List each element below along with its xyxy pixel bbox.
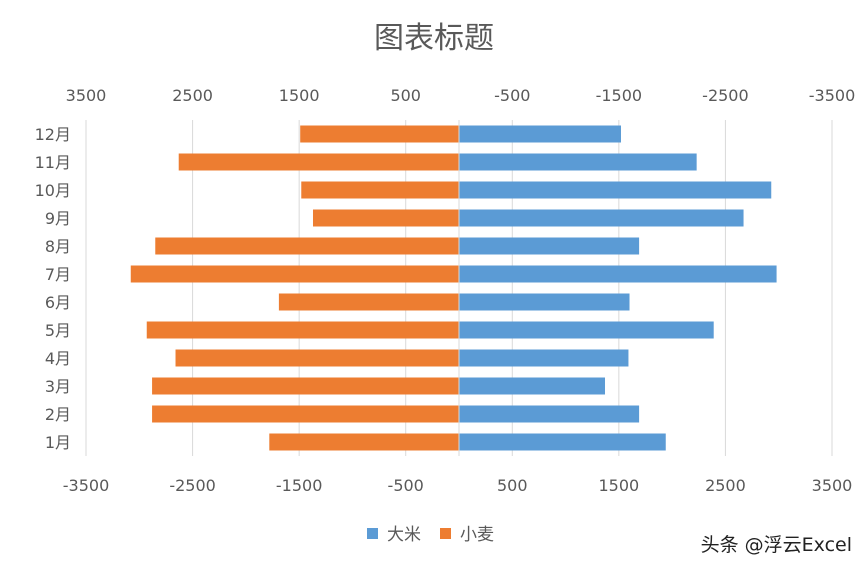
bar-wheat bbox=[146, 321, 459, 339]
bar-wheat bbox=[175, 349, 459, 367]
bar-wheat bbox=[312, 209, 459, 227]
bar-rice bbox=[459, 181, 772, 199]
bar-wheat bbox=[152, 405, 459, 423]
bar-wheat bbox=[301, 181, 459, 199]
category-label: 12月 bbox=[35, 125, 71, 144]
bar-wheat bbox=[278, 293, 459, 311]
category-label: 1月 bbox=[45, 433, 71, 452]
x-tick-label-top: 3500 bbox=[66, 86, 107, 105]
bar-rice bbox=[459, 349, 629, 367]
gridlines bbox=[85, 120, 833, 456]
bar-wheat bbox=[178, 153, 459, 171]
x-tick-label-bottom: -1500 bbox=[276, 476, 323, 495]
x-tick-label-top: -500 bbox=[494, 86, 530, 105]
bar-rice bbox=[459, 293, 630, 311]
bars bbox=[130, 125, 777, 451]
x-tick-label-bottom: 1500 bbox=[598, 476, 639, 495]
x-tick-label-bottom: 500 bbox=[497, 476, 528, 495]
axes: 1月 2月 3月 4月 5月 6月 7月 8月 9月 10月 11月 12月 -3500 -2500 -15… bbox=[35, 86, 856, 495]
x-tick-label-bottom: -500 bbox=[388, 476, 424, 495]
x-tick-label-bottom: 3500 bbox=[812, 476, 853, 495]
category-label: 4月 bbox=[45, 349, 71, 368]
category-label: 5月 bbox=[45, 321, 71, 340]
chart-title: 图表标题 bbox=[374, 21, 494, 56]
bar-wheat bbox=[130, 265, 459, 283]
x-tick-label-bottom: 2500 bbox=[705, 476, 746, 495]
bar-wheat bbox=[152, 377, 459, 395]
x-tick-label-bottom: -2500 bbox=[169, 476, 216, 495]
bar-rice bbox=[459, 321, 714, 339]
bar-rice bbox=[459, 405, 640, 423]
category-label: 11月 bbox=[35, 153, 71, 172]
bar-rice bbox=[459, 209, 744, 227]
category-label: 8月 bbox=[45, 237, 71, 256]
legend-rice-swatch bbox=[367, 528, 378, 539]
x-tick-label-top: 500 bbox=[390, 86, 421, 105]
category-label: 10月 bbox=[35, 181, 71, 200]
category-label: 3月 bbox=[45, 377, 71, 396]
bar-rice bbox=[459, 237, 640, 255]
bar-rice bbox=[459, 433, 666, 451]
bar-rice bbox=[459, 265, 777, 283]
bar-wheat bbox=[155, 237, 459, 255]
x-tick-label-bottom: -3500 bbox=[63, 476, 110, 495]
bar-wheat bbox=[269, 433, 459, 451]
watermark-text: 头条 @浮云Excel bbox=[701, 534, 852, 556]
bar-rice bbox=[459, 377, 606, 395]
bar-rice bbox=[459, 125, 621, 143]
x-tick-label-top: -1500 bbox=[596, 86, 643, 105]
x-tick-label-top: 1500 bbox=[279, 86, 320, 105]
x-tick-label-top: 2500 bbox=[172, 86, 213, 105]
bar-rice bbox=[459, 153, 697, 171]
legend-rice-label: 大米 bbox=[387, 525, 421, 545]
legend-wheat: 小麦 bbox=[440, 525, 494, 545]
x-tick-label-top: -3500 bbox=[809, 86, 856, 105]
category-label: 9月 bbox=[45, 209, 71, 228]
x-tick-label-top: -2500 bbox=[702, 86, 749, 105]
category-label: 2月 bbox=[45, 405, 71, 424]
legend: 大米 小麦 bbox=[367, 525, 494, 545]
category-label: 7月 bbox=[45, 265, 71, 284]
category-label: 6月 bbox=[45, 293, 71, 312]
bar-wheat bbox=[300, 125, 459, 143]
legend-wheat-label: 小麦 bbox=[460, 525, 494, 545]
legend-wheat-swatch bbox=[440, 528, 451, 539]
legend-rice: 大米 bbox=[367, 525, 421, 545]
